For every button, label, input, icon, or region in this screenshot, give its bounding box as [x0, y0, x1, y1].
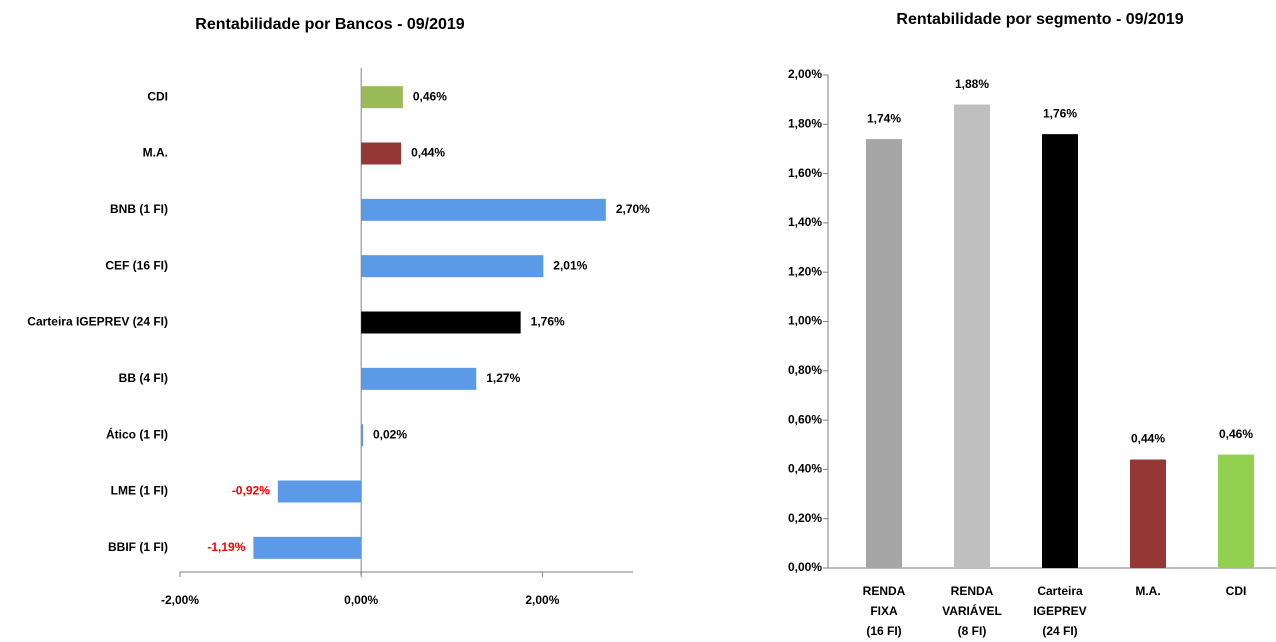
bar: [1218, 454, 1254, 568]
y-tick-label: 1,80%: [788, 116, 822, 130]
bar: [277, 480, 362, 503]
y-tick-label: Carteira IGEPREV (24 FI): [27, 315, 168, 329]
y-tick-label: 1,00%: [788, 314, 822, 328]
y-tick-label: CEF (16 FI): [105, 258, 168, 272]
y-tick-label: M.A.: [143, 146, 168, 160]
x-tick-label: 0,00%: [344, 593, 378, 607]
bar: [954, 104, 990, 568]
bar: [361, 255, 544, 278]
value-label: 2,01%: [553, 258, 587, 272]
bar: [361, 311, 521, 334]
x-tick-label: M.A.: [1135, 584, 1160, 598]
x-tick-label: RENDA: [951, 584, 994, 598]
chart-title: Rentabilidade por segmento - 09/2019: [896, 11, 1183, 28]
x-tick-label: (24 FI): [1042, 624, 1077, 638]
value-label: -0,92%: [232, 484, 270, 498]
y-tick-label: CDI: [147, 89, 168, 103]
value-label: -1,19%: [207, 540, 245, 554]
bar: [1042, 134, 1078, 568]
x-tick-label: IGEPREV: [1033, 604, 1086, 618]
y-tick-label: 0,00%: [788, 560, 822, 574]
value-label: 1,88%: [955, 77, 989, 91]
y-tick-label: BB (4 FI): [119, 371, 168, 385]
bar: [253, 536, 362, 559]
y-tick-label: Ático (1 FI): [106, 426, 168, 441]
x-tick-label: FIXA: [870, 604, 898, 618]
value-label: 0,46%: [1219, 427, 1253, 441]
y-tick-label: 2,00%: [788, 67, 822, 81]
bar: [361, 198, 606, 221]
y-tick-label: 1,40%: [788, 215, 822, 229]
y-tick-label: LME (1 FI): [111, 484, 168, 498]
value-label: 0,02%: [373, 427, 407, 441]
value-label: 1,76%: [1043, 106, 1077, 120]
value-label: 1,76%: [531, 315, 565, 329]
value-label: 0,46%: [413, 89, 447, 103]
value-label: 0,44%: [411, 146, 445, 160]
y-tick-label: 0,60%: [788, 412, 822, 426]
value-label: 2,70%: [616, 202, 650, 216]
bar: [866, 139, 902, 568]
y-tick-label: BBIF (1 FI): [108, 540, 168, 554]
value-label: 0,44%: [1131, 432, 1165, 446]
x-tick-label: CDI: [1226, 584, 1247, 598]
x-tick-label: (16 FI): [866, 624, 901, 638]
x-tick-label: (8 FI): [958, 624, 987, 638]
x-tick-label: Carteira: [1037, 584, 1083, 598]
y-tick-label: 0,80%: [788, 363, 822, 377]
y-tick-label: 0,20%: [788, 511, 822, 525]
value-label: 1,74%: [867, 111, 901, 125]
x-tick-label: 2,00%: [525, 593, 559, 607]
x-tick-label: -2,00%: [161, 593, 199, 607]
x-tick-label: VARIÁVEL: [942, 603, 1002, 618]
y-tick-label: 1,20%: [788, 264, 822, 278]
bar: [361, 367, 477, 390]
value-label: 1,27%: [486, 371, 520, 385]
x-tick-label: RENDA: [863, 584, 906, 598]
y-tick-label: BNB (1 FI): [110, 202, 168, 216]
y-tick-label: 0,40%: [788, 462, 822, 476]
bar: [361, 86, 403, 109]
bar: [361, 424, 364, 447]
bar: [361, 142, 402, 165]
y-tick-label: 1,60%: [788, 166, 822, 180]
chart-title: Rentabilidade por Bancos - 09/2019: [195, 16, 465, 33]
bar: [1130, 459, 1166, 568]
